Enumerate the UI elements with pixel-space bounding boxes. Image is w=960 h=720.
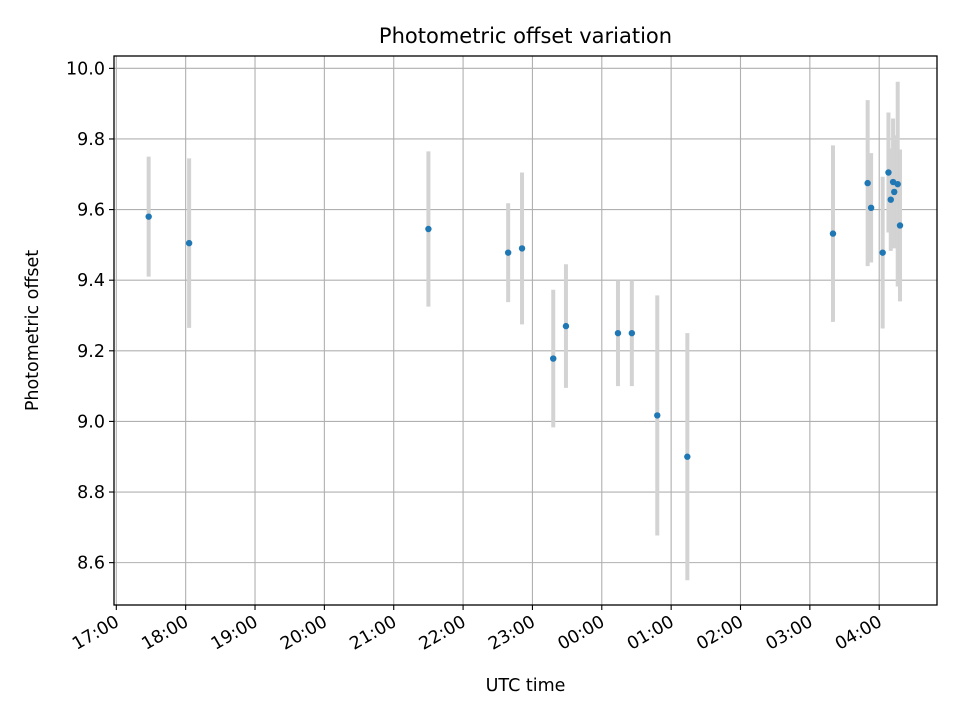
y-tick-label: 8.8 [77,483,105,503]
y-tick-label: 9.6 [77,201,105,221]
data-point [654,412,661,419]
x-axis: 17:00 18:00 19:00 20:00 21:00 22:00 23:00 00:00… [69,605,886,655]
data-point [425,225,432,233]
data-point [684,453,691,460]
x-tick-label: 20:00 [277,612,331,655]
chart-title: Photometric offset variation [379,24,672,48]
y-tick-label: 9.8 [77,130,105,150]
data-point [867,204,875,212]
y-tick-label: 10.0 [66,59,105,79]
x-tick-label: 21:00 [347,612,401,655]
errorbar-layer [146,81,903,581]
y-axis: 8.6 8.8 9.0 9.2 9.4 9.6 9.8 10.0 [66,59,114,574]
x-tick-label: 03:00 [763,612,817,655]
x-tick-label: 02:00 [693,612,747,655]
y-axis-label: Photometric offset [23,250,43,411]
data-point [504,249,512,256]
data-point [864,179,871,187]
data-point [887,196,894,203]
y-tick-label: 9.4 [77,271,105,291]
x-axis-label: UTC time [486,676,566,696]
x-tick-label: 04:00 [832,612,886,655]
x-tick-label: 17:00 [69,612,123,655]
data-point [885,169,892,176]
data-point [614,329,622,337]
data-point [518,245,526,252]
x-tick-label: 22:00 [416,612,470,655]
grid-layer [114,56,937,605]
x-tick-label: 00:00 [555,612,609,655]
data-point [628,329,636,337]
data-point [891,188,898,196]
data-point [896,222,904,229]
data-point [894,180,901,188]
plot-frame [113,55,938,606]
data-point [562,322,570,330]
point-layer [145,169,904,460]
data-point [185,239,193,247]
data-point [145,213,152,220]
x-tick-label: 19:00 [208,612,262,655]
x-tick-label: 18:00 [138,612,192,655]
x-tick-label: 01:00 [624,612,678,655]
x-tick-label: 23:00 [485,612,539,655]
data-point [879,249,886,256]
y-tick-label: 8.6 [77,554,105,574]
data-point [829,230,837,237]
data-point [550,355,557,362]
y-tick-label: 9.0 [77,412,105,432]
y-tick-label: 9.2 [77,342,105,362]
